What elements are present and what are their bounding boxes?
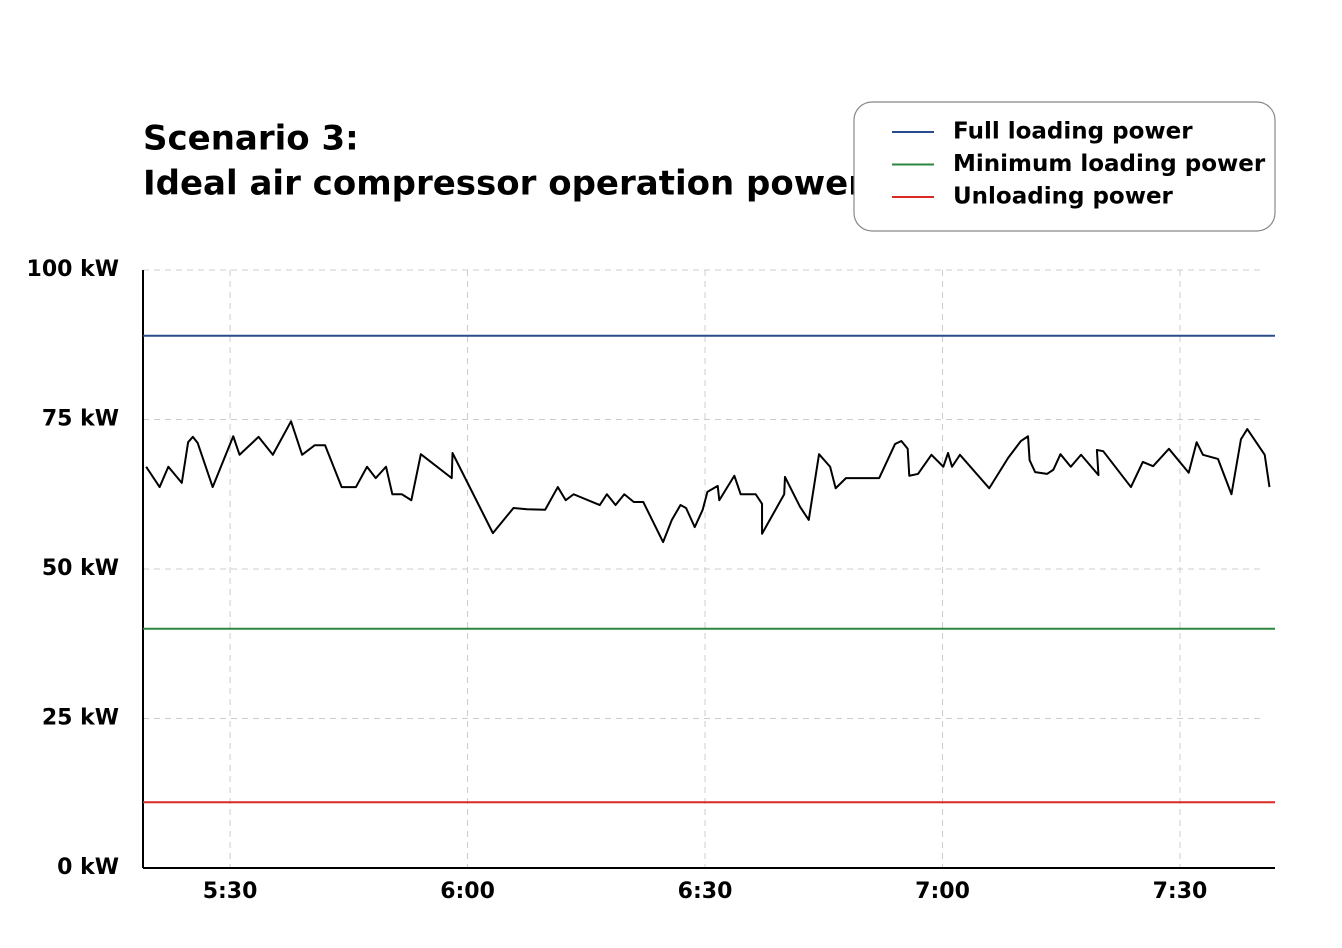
y-tick-label: 0 kW xyxy=(57,855,119,880)
legend-label: Minimum loading power xyxy=(953,151,1266,177)
chart-title: Ideal air compressor operation power xyxy=(143,164,865,204)
chart-title: Scenario 3: xyxy=(143,119,359,159)
y-tick-label: 100 kW xyxy=(27,257,119,282)
x-tick-label: 7:30 xyxy=(1153,879,1208,904)
x-tick-label: 6:30 xyxy=(678,879,733,904)
legend-label: Unloading power xyxy=(953,184,1174,210)
data-line xyxy=(145,420,1271,544)
x-tick-label: 5:30 xyxy=(203,879,258,904)
x-tick-label: 6:00 xyxy=(440,879,495,904)
x-tick-label: 7:00 xyxy=(915,879,970,904)
legend-box xyxy=(853,101,1276,232)
y-tick-label: 75 kW xyxy=(42,407,119,432)
legend-label: Full loading power xyxy=(953,119,1193,145)
y-tick-label: 25 kW xyxy=(42,706,119,731)
y-tick-label: 50 kW xyxy=(42,556,119,581)
